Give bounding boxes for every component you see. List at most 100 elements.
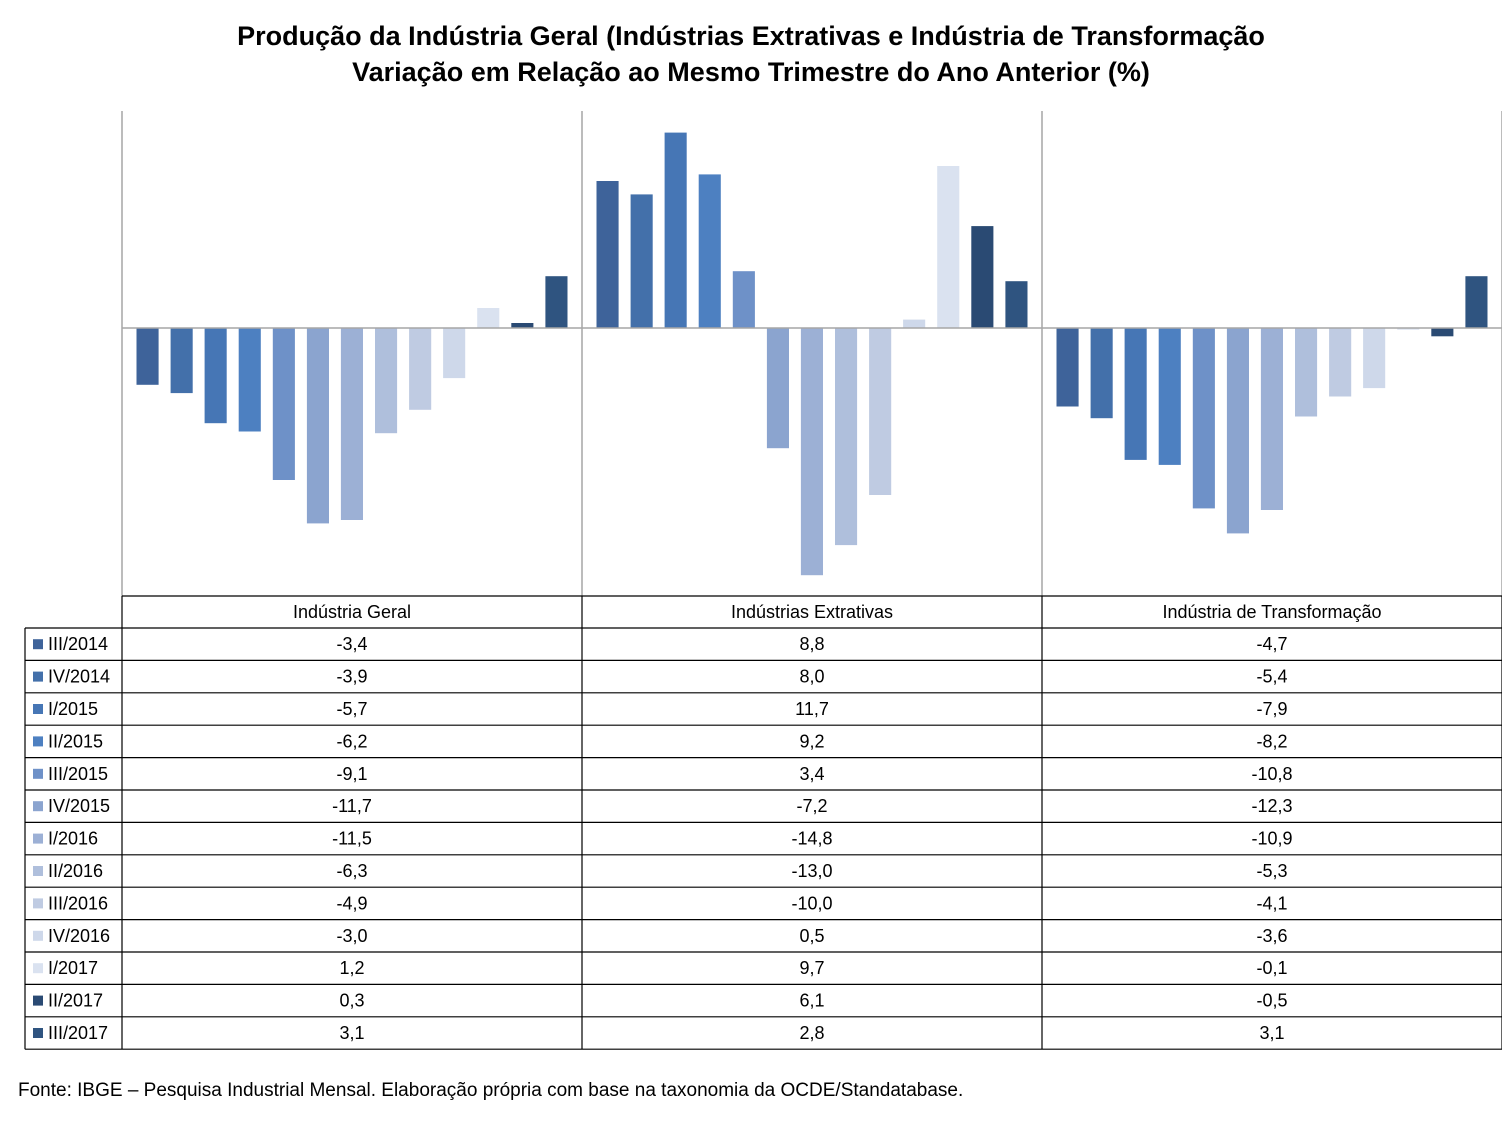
legend-key-7: [33, 833, 43, 844]
legend-key-9: [33, 898, 43, 909]
legend-key-12: [33, 995, 43, 1006]
bar-2-2: [630, 194, 653, 328]
bar-3-3: [1124, 328, 1147, 460]
bar-2-9: [869, 328, 892, 495]
bar-1-10: [443, 328, 466, 379]
legend-key-3: [33, 704, 43, 714]
bar-2-11: [937, 166, 960, 328]
bar-2-3: [664, 132, 687, 328]
bar-2-10: [903, 319, 926, 328]
data-label-6-3: -12,3: [1251, 796, 1292, 816]
bar-3-1: [1056, 328, 1079, 407]
bar-3-4: [1158, 328, 1181, 465]
data-label-1-1: -3,4: [336, 634, 367, 654]
bar-3-7: [1260, 328, 1283, 510]
legend-label-4: II/2015: [48, 731, 103, 751]
data-label-2-3: -5,4: [1256, 667, 1287, 687]
data-label-13-3: 3,1: [1259, 1023, 1284, 1043]
legend-key-8: [33, 866, 43, 876]
bar-3-10: [1363, 328, 1386, 389]
data-label-2-2: 8,0: [799, 667, 824, 687]
bar-1-11: [477, 308, 500, 328]
data-label-8-3: -5,3: [1256, 861, 1287, 881]
chart-title: Produção da Indústria Geral (Indústrias …: [0, 18, 1502, 90]
bar-1-5: [272, 328, 295, 480]
category-label-1: Indústria Geral: [293, 602, 411, 622]
bar-3-8: [1295, 328, 1318, 417]
legend-label-10: IV/2016: [48, 926, 110, 946]
data-label-11-2: 9,7: [799, 958, 824, 978]
category-label-2: Indústrias Extrativas: [731, 602, 893, 622]
legend-label-1: III/2014: [48, 634, 108, 654]
legend-label-11: I/2017: [48, 958, 98, 978]
legend-label-8: II/2016: [48, 861, 103, 881]
legend-label-2: IV/2014: [48, 667, 110, 687]
data-label-9-2: -10,0: [791, 893, 832, 913]
bar-3-13: [1465, 276, 1488, 328]
bar-1-1: [136, 328, 159, 385]
legend-label-7: I/2016: [48, 829, 98, 849]
data-label-10-1: -3,0: [336, 926, 367, 946]
data-label-5-1: -9,1: [336, 764, 367, 784]
legend-key-6: [33, 801, 43, 812]
bar-2-13: [1005, 281, 1028, 328]
bar-2-6: [766, 328, 789, 449]
data-label-9-1: -4,9: [336, 893, 367, 913]
data-label-9-3: -4,1: [1256, 893, 1287, 913]
bar-3-9: [1329, 328, 1352, 397]
bar-1-8: [375, 328, 398, 434]
chart-title-line-2: Variação em Relação ao Mesmo Trimestre d…: [352, 57, 1150, 87]
data-label-10-3: -3,6: [1256, 926, 1287, 946]
bar-1-6: [306, 328, 329, 524]
bar-1-13: [545, 276, 568, 328]
data-label-8-2: -13,0: [791, 861, 832, 881]
data-label-2-1: -3,9: [336, 667, 367, 687]
legend-key-5: [33, 768, 43, 779]
bar-3-12: [1431, 328, 1454, 337]
legend-key-11: [33, 963, 43, 974]
data-label-11-3: -0,1: [1256, 958, 1287, 978]
bar-3-11: [1397, 328, 1420, 330]
data-label-7-3: -10,9: [1251, 829, 1292, 849]
legend-key-13: [33, 1028, 43, 1038]
data-table: Indústria Geral Indústrias Extrativas Indú…: [24, 595, 1502, 1050]
bar-1-12: [511, 323, 534, 328]
data-label-11-1: 1,2: [339, 958, 364, 978]
bar-1-3: [204, 328, 227, 424]
data-label-12-3: -0,5: [1256, 991, 1287, 1011]
bar-1-2: [170, 328, 193, 394]
bar-3-6: [1226, 328, 1249, 534]
bar-2-4: [698, 174, 721, 328]
legend-label-6: IV/2015: [48, 796, 110, 816]
bar-3-2: [1090, 328, 1113, 419]
data-label-5-3: -10,8: [1251, 764, 1292, 784]
bar-1-4: [238, 328, 261, 432]
data-label-13-1: 3,1: [339, 1023, 364, 1043]
data-label-3-2: 11,7: [795, 699, 829, 719]
bar-3-5: [1192, 328, 1215, 509]
legend-label-9: III/2016: [48, 893, 108, 913]
legend-label-5: III/2015: [48, 764, 108, 784]
data-label-4-3: -8,2: [1256, 731, 1287, 751]
bar-1-9: [409, 328, 432, 410]
data-label-10-2: 0,5: [799, 926, 824, 946]
category-label-3: Indústria de Transformação: [1162, 602, 1381, 622]
legend-key-1: [33, 639, 43, 650]
data-label-1-3: -4,7: [1256, 634, 1287, 654]
data-label-13-2: 2,8: [799, 1023, 824, 1043]
data-label-4-1: -6,2: [336, 731, 367, 751]
bar-2-1: [596, 181, 619, 328]
source-note: Fonte: IBGE – Pesquisa Industrial Mensal…: [18, 1080, 964, 1101]
data-label-12-1: 0,3: [339, 991, 364, 1011]
bar-2-8: [835, 328, 858, 546]
data-label-5-2: 3,4: [799, 764, 824, 784]
data-label-7-2: -14,8: [791, 829, 832, 849]
bar-2-7: [800, 328, 823, 576]
legend-label-12: II/2017: [48, 991, 103, 1011]
bar-2-5: [732, 271, 755, 328]
plot-area: [121, 111, 1502, 596]
legend-key-4: [33, 736, 43, 747]
data-label-6-1: -11,7: [332, 796, 372, 816]
data-label-1-2: 8,8: [799, 634, 824, 654]
